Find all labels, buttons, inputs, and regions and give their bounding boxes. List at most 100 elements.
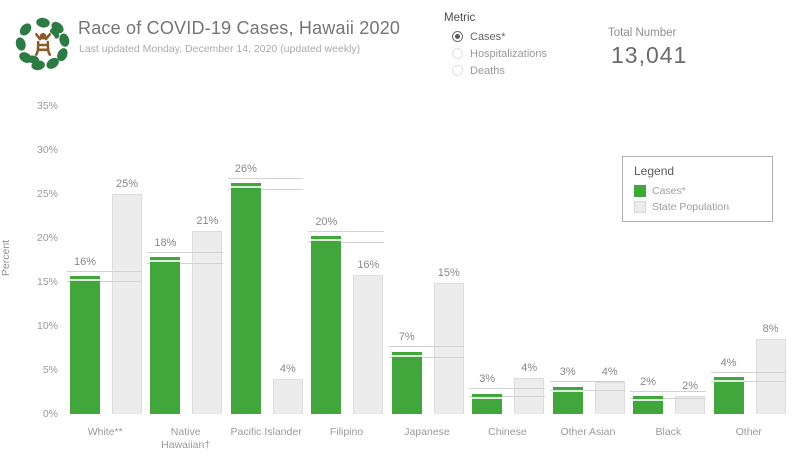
metric-group-label: Metric — [444, 12, 476, 24]
cases-bar-cap-line — [70, 278, 100, 281]
cases-value-label: 7% — [398, 331, 415, 344]
cases-value-label: 26% — [234, 163, 257, 176]
cases-bar[interactable] — [70, 275, 100, 414]
ci-lower-line — [227, 188, 304, 190]
cases-bar[interactable] — [150, 257, 181, 414]
cases-bar[interactable] — [311, 236, 342, 414]
ci-lower-line — [469, 396, 545, 398]
state-population-value-label: 21% — [196, 214, 219, 227]
state-population-value-label: 15% — [437, 266, 460, 279]
radio-unselected-icon[interactable] — [452, 48, 463, 59]
cases-value-label: 4% — [720, 356, 737, 369]
radio-deaths[interactable]: Deaths — [452, 63, 505, 78]
radio-hospitalizations[interactable]: Hospitalizations — [452, 46, 547, 61]
y-axis-tick-label: 30% — [36, 144, 58, 156]
state-population-bar[interactable] — [675, 396, 706, 414]
cases-bar[interactable] — [472, 393, 503, 414]
radio-cases-label: Cases* — [470, 30, 506, 43]
ci-lower-line — [630, 398, 706, 400]
ci-lower-line — [549, 390, 626, 392]
hawaii-doh-logo-icon — [13, 14, 73, 74]
ci-upper-line — [308, 230, 384, 232]
state-population-bar[interactable] — [112, 194, 142, 414]
cases-bar-cap-line — [552, 389, 583, 392]
cases-bar-cap-line — [230, 186, 261, 189]
ci-lower-line — [147, 262, 223, 264]
ci-upper-line — [630, 391, 706, 393]
cases-bar-cap-line — [150, 260, 181, 263]
cases-value-label: 3% — [479, 372, 496, 385]
state-population-value-label: 4% — [521, 361, 538, 374]
x-axis-category-label: Other — [735, 426, 762, 438]
state-population-value-label: 4% — [601, 366, 618, 379]
cases-value-label: 16% — [73, 255, 97, 268]
ci-lower-line — [67, 281, 143, 283]
ci-upper-line — [710, 371, 786, 373]
y-axis-tick-label: 10% — [36, 320, 58, 332]
radio-unselected-icon[interactable] — [452, 65, 463, 76]
radio-deaths-label: Deaths — [470, 64, 505, 77]
legend-state-population-label: State Population — [652, 201, 730, 213]
cases-bar-cap-line — [633, 398, 664, 401]
y-axis-tick-label: 5% — [42, 364, 58, 376]
state-population-bar[interactable] — [594, 382, 625, 414]
state-population-bar[interactable] — [353, 274, 384, 414]
legend-title: Legend — [634, 164, 675, 178]
y-axis-tick-label: 25% — [36, 188, 58, 200]
y-axis-title: Percent — [0, 239, 12, 277]
ci-upper-line — [388, 346, 465, 348]
state-population-bar[interactable] — [514, 377, 545, 414]
legend-cases-label: Cases* — [652, 185, 686, 197]
cases-swatch-icon — [634, 185, 646, 197]
x-axis-category-label: Filipino — [329, 426, 364, 438]
legend-box: Legend Cases* State Population — [622, 156, 773, 222]
ci-upper-line — [147, 252, 223, 254]
radio-hospitalizations-label: Hospitalizations — [470, 47, 548, 60]
page-title: Race of COVID-19 Cases, Hawaii 2020 — [78, 18, 401, 38]
cases-bar[interactable] — [552, 386, 583, 414]
legend-item-state-population[interactable]: State Population — [634, 199, 772, 215]
radio-selected-icon[interactable] — [452, 31, 463, 42]
cases-bar[interactable] — [391, 352, 422, 414]
x-axis-category-label: Native Hawaiian† — [161, 426, 211, 451]
last-updated-text: Last updated Monday, December 14, 2020 (… — [79, 43, 361, 55]
state-population-bar[interactable] — [433, 282, 464, 414]
cases-bar-cap-line — [713, 380, 744, 383]
state-population-value-label: 16% — [357, 258, 380, 271]
cases-bar[interactable] — [230, 183, 261, 414]
y-axis-tick-label: 15% — [36, 276, 58, 288]
x-axis-category-label: Japanese — [404, 426, 450, 438]
cases-bar-cap-line — [472, 396, 503, 399]
legend-item-cases[interactable]: Cases* — [634, 183, 772, 199]
cases-bar[interactable] — [633, 395, 664, 414]
state-population-value-label: 4% — [279, 362, 296, 375]
radio-cases[interactable]: Cases* — [452, 29, 505, 44]
total-number-value: 13,041 — [611, 42, 688, 68]
state-population-value-label: 2% — [682, 380, 699, 393]
cases-bar-cap-line — [311, 239, 342, 242]
cases-value-label: 20% — [315, 215, 338, 228]
ci-lower-line — [710, 381, 786, 383]
cases-bar-cap-line — [391, 355, 422, 358]
x-axis-category-label: Black — [655, 426, 682, 438]
ci-upper-line — [469, 387, 545, 389]
x-axis-category-label: Other Asian — [560, 426, 616, 438]
x-axis-category-label: Chinese — [488, 426, 527, 438]
state-population-bar[interactable] — [192, 230, 223, 414]
state-population-swatch-icon — [634, 201, 646, 213]
cases-bar[interactable] — [713, 377, 744, 414]
cases-value-label: 2% — [640, 376, 657, 389]
ci-upper-line — [549, 381, 626, 383]
cases-value-label: 18% — [154, 237, 177, 250]
cases-value-label: 3% — [559, 366, 576, 379]
ci-upper-line — [67, 270, 143, 272]
y-axis-tick-label: 0% — [42, 408, 58, 420]
state-population-value-label: 25% — [115, 178, 139, 190]
ci-upper-line — [227, 178, 304, 180]
y-axis-tick-label: 20% — [36, 232, 58, 244]
total-number-label: Total Number — [608, 27, 677, 39]
state-population-bar[interactable] — [755, 339, 786, 414]
state-population-value-label: 8% — [762, 323, 779, 336]
state-population-bar[interactable] — [272, 378, 303, 414]
